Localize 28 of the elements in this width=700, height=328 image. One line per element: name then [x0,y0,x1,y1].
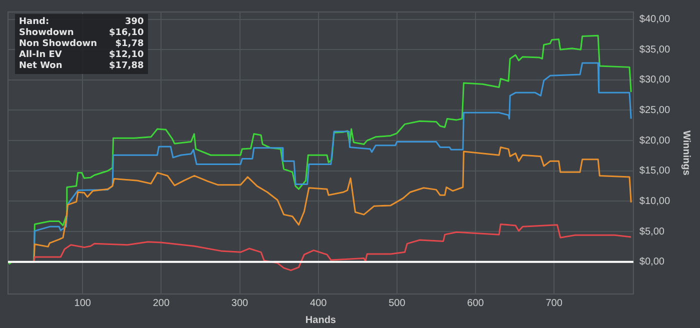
y-tick-label: $35,00 [639,44,670,56]
annotation: Net Won [19,61,64,71]
annotation: Showdown [19,28,75,38]
x-tick-label: 400 [310,298,328,309]
y-tick-label: $25,00 [639,104,670,116]
x-axis-title: Hands [305,314,336,326]
y-tick-label: $15,00 [639,166,670,177]
x-tick-label: 700 [546,298,563,309]
annotation: $12,10 [109,50,144,60]
y-tick-label: $5,00 [639,226,665,238]
y-tick-label: $20,00 [639,135,670,146]
y-tick-label: $30,00 [639,74,670,86]
x-tick-label: 200 [152,298,170,309]
annotation: All-In EV [19,50,63,60]
annotation: Hand: [19,17,50,27]
x-tick-label: 100 [74,298,92,309]
annotation: $16,10 [109,28,144,38]
y-tick-label: $0,00 [639,256,665,268]
y-tick-label: $10,00 [639,196,670,207]
x-tick-label: 600 [467,298,484,309]
annotation: $17,88 [109,61,144,71]
annotation: $1,78 [114,39,144,49]
annotation: 390 [124,17,144,27]
x-tick-label: 500 [388,298,406,309]
annotation: Non Showdown [19,39,97,49]
y-axis-title: Winnings [680,130,692,176]
x-tick-label: 300 [231,298,249,309]
y-tick-label: $40,00 [639,14,670,26]
